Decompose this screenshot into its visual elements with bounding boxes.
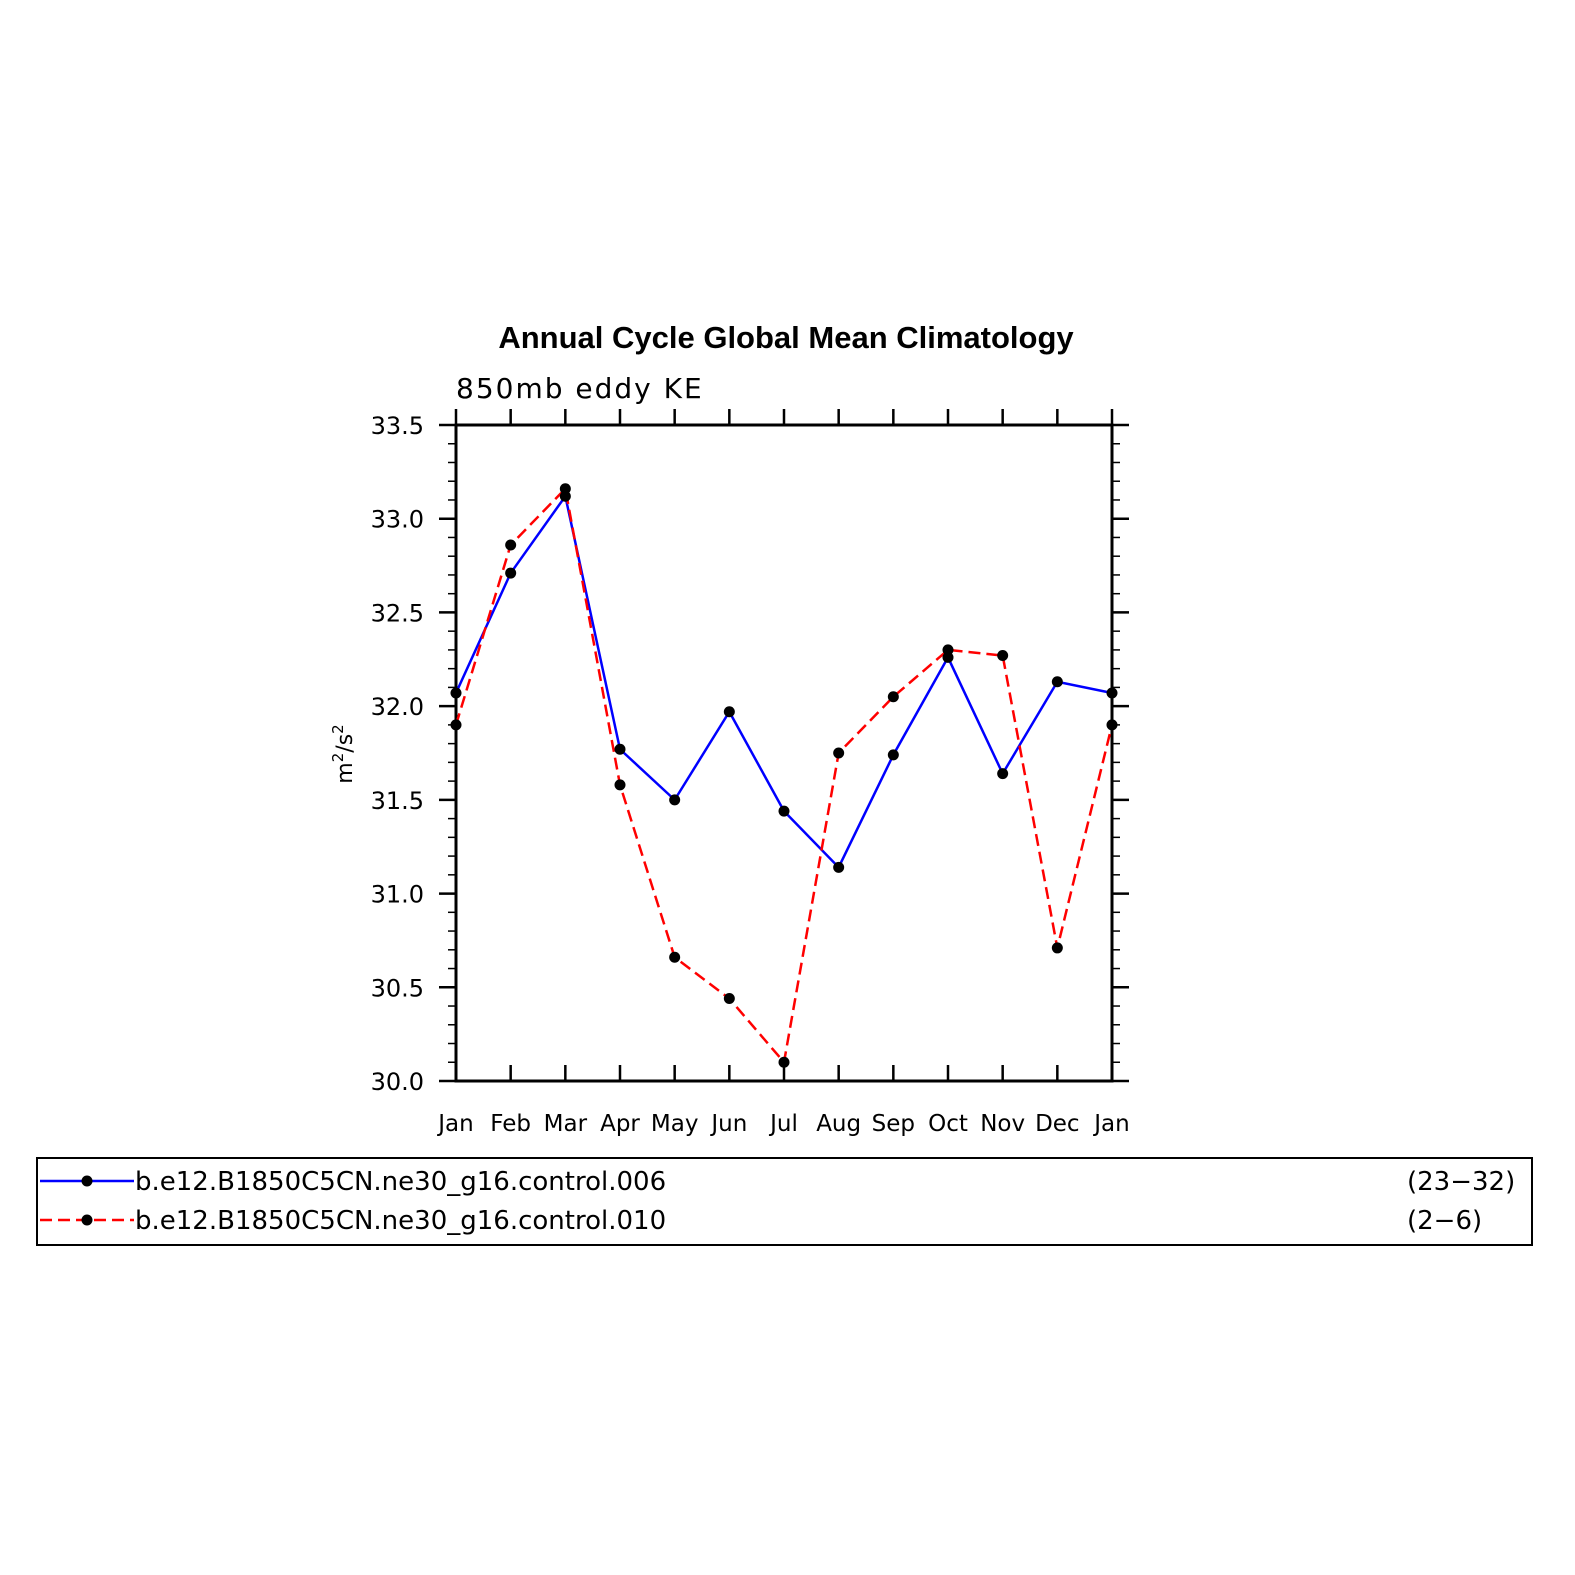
x-tick-label: Mar [544,1111,588,1137]
series-2-point [505,539,517,551]
axes: Jan Feb Mar Apr May Jun Jul Aug Sep Oct Nov Dec Jan 3… [371,409,1130,1137]
series-1-point [1106,687,1118,699]
y-tick-label: 30.0 [371,1068,424,1096]
y-axis-label-sup2: 2 [329,724,347,734]
y-axis-label-mid: /s [333,734,358,753]
legend: b.e12.B1850C5CN.ne30_g16.control.006 (23−… [40,1167,1515,1236]
legend-swatch-marker [81,1214,93,1226]
y-tick-label: 31.0 [371,881,424,909]
legend-series-range: (2−6) [1407,1206,1482,1236]
x-tick-label: Feb [490,1111,531,1137]
legend-series-name: b.e12.B1850C5CN.ne30_g16.control.006 [135,1167,666,1197]
series-1-point [614,743,626,755]
series-1-point [997,768,1009,780]
x-tick-label: Nov [980,1111,1025,1137]
series-2-point [614,779,626,791]
y-tick-label: 33.0 [371,506,424,534]
series-1-point [778,805,790,817]
x-tick-label: Jan [1092,1111,1129,1137]
series-2-point [450,719,462,731]
series-2-point [1051,942,1063,954]
y-tick-label: 30.5 [371,974,424,1002]
series-2-point [942,644,954,656]
x-tick-label: May [651,1111,699,1137]
series-1-point [887,749,899,761]
y-axis-label-base: m [333,762,358,783]
legend-series-name: b.e12.B1850C5CN.ne30_g16.control.010 [135,1206,666,1236]
series-1-point [450,687,462,699]
y-tick-label: 32.0 [371,693,424,721]
legend-box [36,1157,1533,1246]
legend-series-range: (23−32) [1407,1167,1515,1197]
series-2-point [887,691,899,703]
chart-title: Annual Cycle Global Mean Climatology [498,320,1074,355]
y-tick-label: 32.5 [371,599,424,627]
series-2-point [1106,719,1118,731]
chart-subtitle: 850mb eddy KE [456,372,704,405]
x-tick-label: Jul [768,1111,798,1137]
series-1-point [669,794,681,806]
y-axis-label: m2/s2 [329,724,358,783]
series-group [450,483,1118,1068]
x-tick-label: Jan [436,1111,473,1137]
series-2-point [559,483,571,495]
series-2-point [778,1056,790,1068]
series-1-point [723,706,735,718]
x-tick-label: Oct [928,1111,968,1137]
series-line-2 [454,486,1114,1066]
x-tick-label: Sep [872,1111,915,1137]
x-tick-label: Dec [1035,1111,1080,1137]
series-2-point [997,650,1009,662]
legend-swatch-marker [81,1175,93,1187]
series-2-point [833,747,845,759]
series-1-point [833,861,845,873]
x-tick-label: Apr [600,1111,640,1137]
series-1-point [1051,676,1063,688]
series-2-point [669,951,681,963]
y-axis-label-sup: 2 [329,753,347,763]
y-tick-label: 33.5 [371,412,424,440]
series-2-point [723,993,735,1005]
x-tick-label: Jun [709,1111,747,1137]
y-tick-label: 31.5 [371,787,424,815]
x-tick-label: Aug [816,1111,861,1137]
series-1-point [505,567,517,579]
